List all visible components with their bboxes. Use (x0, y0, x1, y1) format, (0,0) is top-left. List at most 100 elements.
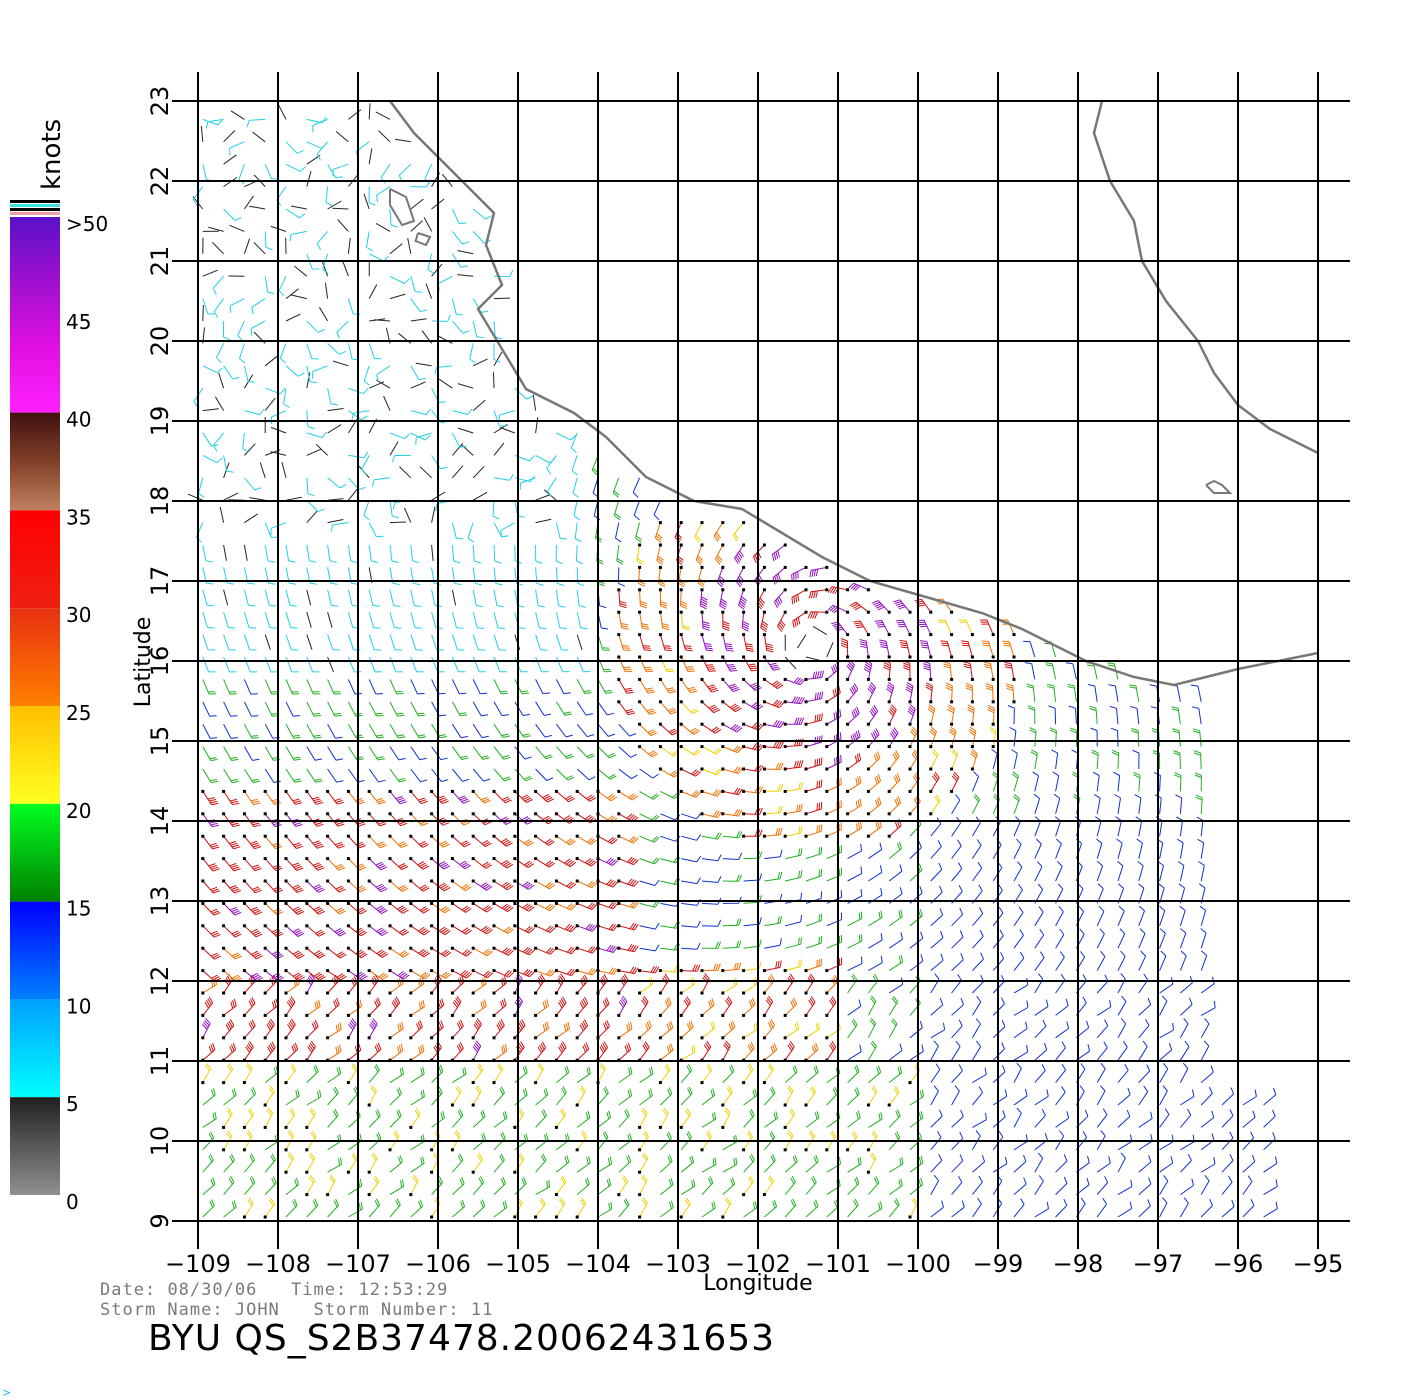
wind-barb (327, 424, 342, 434)
wind-barb (846, 659, 855, 680)
wind-barb (1117, 928, 1126, 949)
wind-barb-dot (866, 834, 870, 838)
wind-barb (1087, 684, 1098, 702)
wind-barb (785, 803, 803, 815)
wind-barb (1090, 727, 1098, 747)
wind-barb (713, 522, 724, 542)
wind-barb (722, 1177, 736, 1195)
wind-barb-dot (534, 789, 538, 793)
wind-barb (722, 787, 743, 796)
colorbar-band (10, 1097, 60, 1195)
wind-barb-dot (388, 924, 392, 928)
wind-barb-dot (866, 677, 870, 681)
wind-barb (472, 679, 488, 695)
wind-barb (327, 974, 339, 994)
wind-barb (318, 307, 329, 322)
wind-barb (493, 768, 512, 782)
wind-barb (285, 1108, 296, 1128)
wind-barb (1138, 1177, 1152, 1195)
wind-barb-dot (700, 1036, 704, 1040)
wind-barb (1191, 706, 1202, 725)
wind-barb (868, 933, 883, 949)
wind-barb-dot (825, 588, 829, 592)
wind-barb (368, 791, 386, 805)
wind-barb (1117, 861, 1124, 882)
latitude-tick-label: 20 (146, 326, 174, 357)
wind-barb-dot (762, 588, 766, 592)
wind-barb (283, 388, 290, 408)
wind-barb (868, 1201, 883, 1218)
wind-barb (410, 276, 423, 293)
wind-barb-dot (887, 812, 891, 816)
wind-barb-dot (887, 745, 891, 749)
wind-barb (612, 477, 620, 498)
wind-barb-dot (367, 924, 371, 928)
wind-barb-dot (1012, 655, 1016, 659)
wind-barb (264, 679, 279, 695)
wind-barb (1200, 1174, 1210, 1195)
wind-barb (472, 902, 493, 913)
wind-barb (306, 656, 320, 673)
wind-barb-dot (908, 722, 912, 726)
wind-barb (597, 790, 618, 802)
wind-barb (1174, 772, 1182, 792)
wind-barb (410, 858, 430, 870)
wind-barb-dot (617, 677, 621, 681)
wind-barb (535, 612, 547, 630)
wind-barb (1013, 929, 1024, 949)
wind-barb (365, 231, 373, 252)
wind-barb-dot (742, 767, 746, 771)
wind-barb (654, 522, 663, 543)
wind-barb (376, 186, 391, 203)
wind-barb-dot (305, 879, 309, 883)
wind-barb (922, 660, 932, 680)
wind-barb (223, 998, 237, 1016)
wind-barb-dot (762, 610, 766, 614)
wind-barb (576, 858, 597, 867)
wind-barb (410, 813, 429, 826)
wind-barb-dot (970, 633, 974, 637)
wind-barb (306, 510, 318, 523)
wind-barb (389, 746, 406, 761)
wind-barb-dot (783, 991, 787, 995)
wind-barb (457, 427, 474, 434)
wind-barb-dot (721, 767, 725, 771)
wind-barb (202, 996, 214, 1016)
wind-barb (909, 1177, 924, 1195)
wind-barb (556, 1155, 570, 1173)
wind-barb (576, 1066, 591, 1084)
wind-barb (389, 996, 401, 1016)
wind-barb (368, 522, 384, 538)
wind-barb-dot (242, 969, 246, 973)
wind-barb-dot (534, 901, 538, 905)
wind-barb (514, 723, 531, 738)
wind-barb (639, 813, 660, 822)
wind-barb-dot (783, 789, 787, 793)
wind-barb (327, 343, 346, 355)
wind-barb (398, 163, 412, 183)
wind-barb (930, 1040, 939, 1061)
wind-barb (285, 970, 305, 981)
wind-barb-dot (762, 722, 766, 726)
wind-barb (472, 399, 486, 411)
longitude-tick-label: −107 (325, 1250, 391, 1278)
wind-barb (202, 880, 221, 894)
wind-barb (222, 320, 231, 341)
wind-barb (327, 477, 347, 489)
wind-barb (1055, 1041, 1066, 1061)
wind-barb-dot (638, 991, 642, 995)
wind-barb (431, 723, 447, 739)
wind-barb (764, 678, 784, 690)
wind-barb (805, 801, 823, 815)
wind-barb (264, 925, 284, 938)
wind-barb (514, 387, 534, 400)
wind-barb (1055, 1176, 1068, 1195)
wind-barb (576, 1085, 586, 1106)
wind-barb (1221, 1109, 1234, 1128)
wind-barb (681, 813, 702, 820)
wind-barb-dot (846, 588, 850, 592)
wind-barb-dot (409, 834, 413, 838)
wind-barb (847, 1130, 858, 1151)
wind-barb (202, 746, 218, 761)
wind-barb (1159, 977, 1174, 994)
